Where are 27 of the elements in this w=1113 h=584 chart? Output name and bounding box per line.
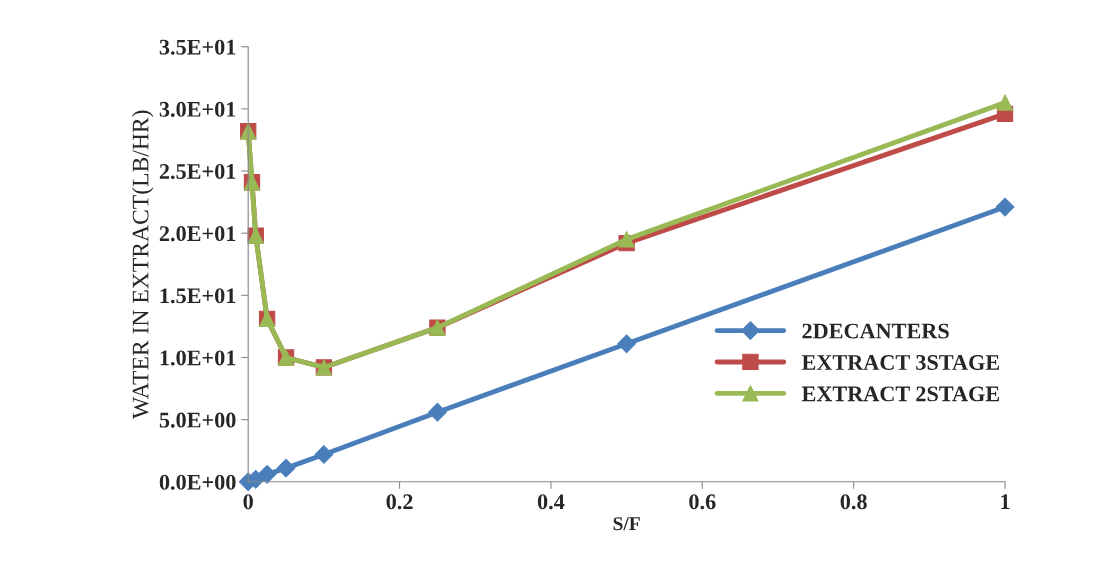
point — [996, 94, 1014, 111]
x-tick-label: 0.4 — [537, 494, 565, 510]
x-tick-label: 0.8 — [840, 494, 867, 510]
y-tick-label: 1.5E+01 — [160, 288, 236, 304]
y-tick-label: 0.0E+00 — [159, 474, 236, 490]
x-axis-title: S/F — [613, 517, 640, 531]
y-tick-label: 1.0E+01 — [160, 350, 236, 366]
x-tick-label: 0.2 — [386, 494, 413, 510]
y-tick-label: 2.0E+01 — [159, 226, 236, 242]
legend-label: 2DECANTERS — [802, 323, 949, 339]
y-tick-label: 3.5E+01 — [159, 39, 236, 55]
point — [995, 197, 1015, 217]
x-tick-label: 0 — [243, 494, 253, 510]
legend-label: EXTRACT 3STAGE — [801, 355, 1000, 370]
y-axis-title: WATER IN EXTRACT(LB/HR) — [131, 110, 154, 419]
point — [276, 458, 296, 478]
point — [617, 334, 636, 354]
point — [618, 231, 635, 248]
point — [314, 445, 334, 464]
point — [257, 464, 277, 484]
legend-label: EXTRACT 2STAGE — [801, 386, 1000, 402]
y-tick-label: 2.5E+01 — [159, 163, 236, 180]
point — [428, 402, 447, 422]
y-tick-label: 5.0E+00 — [159, 412, 236, 428]
y-tick-label: 3.0E+01 — [159, 101, 236, 117]
x-tick-label: 0.6 — [689, 494, 716, 510]
x-tick-label: 1 — [1001, 494, 1010, 510]
